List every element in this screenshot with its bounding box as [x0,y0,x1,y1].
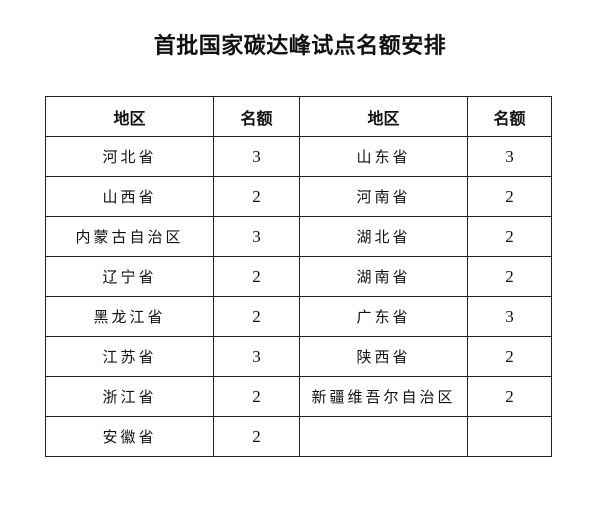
quota-cell: 2 [213,376,300,417]
region-cell: 广东省 [299,296,468,337]
region-cell: 内蒙古自治区 [45,216,214,257]
quota-table: 地区 名额 地区 名额 河北省 3 山东省 3 山西省 2 河南省 2 内蒙古自治区 3 湖北省 2 辽… [45,96,552,457]
region-cell: 江苏省 [45,336,214,377]
quota-cell: 3 [213,136,300,177]
quota-cell: 2 [467,176,552,217]
region-cell [299,416,468,457]
quota-cell [467,416,552,457]
region-cell: 河南省 [299,176,468,217]
quota-cell: 2 [213,176,300,217]
quota-cell: 3 [213,336,300,377]
quota-cell: 2 [213,296,300,337]
region-cell: 安徽省 [45,416,214,457]
quota-cell: 2 [467,336,552,377]
quota-cell: 3 [467,136,552,177]
header-region: 地区 [45,96,214,137]
region-cell: 山西省 [45,176,214,217]
quota-cell: 2 [213,416,300,457]
table-row: 安徽省 2 [45,416,552,457]
quota-cell: 3 [213,216,300,257]
region-cell: 湖北省 [299,216,468,257]
quota-cell: 2 [467,216,552,257]
quota-cell: 3 [467,296,552,337]
region-cell: 陕西省 [299,336,468,377]
table-row: 河北省 3 山东省 3 [45,136,552,177]
region-cell: 浙江省 [45,376,214,417]
region-cell: 辽宁省 [45,256,214,297]
table-row: 浙江省 2 新疆维吾尔自治区 2 [45,376,552,417]
region-cell: 河北省 [45,136,214,177]
region-cell: 湖南省 [299,256,468,297]
table-header-row: 地区 名额 地区 名额 [45,96,552,137]
quota-cell: 2 [467,256,552,297]
quota-cell: 2 [213,256,300,297]
document-title: 首批国家碳达峰试点名额安排 [153,33,447,59]
header-quota: 名额 [213,96,300,137]
table-row: 内蒙古自治区 3 湖北省 2 [45,216,552,257]
table-row: 辽宁省 2 湖南省 2 [45,256,552,297]
table-row: 江苏省 3 陕西省 2 [45,336,552,377]
header-region: 地区 [299,96,468,137]
quota-cell: 2 [467,376,552,417]
region-cell: 黑龙江省 [45,296,214,337]
table-row: 山西省 2 河南省 2 [45,176,552,217]
table-row: 黑龙江省 2 广东省 3 [45,296,552,337]
header-quota: 名额 [467,96,552,137]
region-cell: 新疆维吾尔自治区 [299,376,468,417]
region-cell: 山东省 [299,136,468,177]
